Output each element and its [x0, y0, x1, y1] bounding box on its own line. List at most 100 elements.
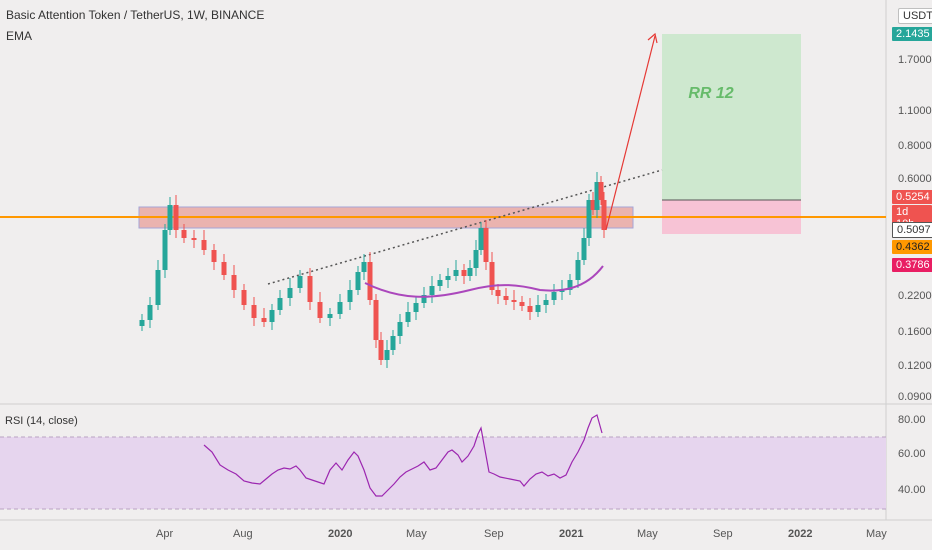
y-axis-label: 0.6000	[898, 173, 932, 185]
x-axis-label: Apr	[156, 528, 174, 540]
x-axis-label: Sep	[713, 528, 733, 540]
candle	[445, 276, 451, 280]
rsi-axis-label: 40.00	[898, 484, 926, 496]
candles-group	[139, 172, 607, 368]
chart-title: Basic Attention Token / TetherUS, 1W, BI…	[6, 8, 265, 22]
candle	[559, 290, 565, 292]
candle	[598, 182, 604, 200]
x-axis-label: Aug	[233, 528, 253, 540]
y-axis-label: 0.1600	[898, 326, 932, 338]
rsi-line	[203, 414, 603, 497]
candle	[461, 270, 467, 276]
candle	[519, 302, 525, 306]
candle	[162, 230, 168, 270]
rsi-axis-label: 80.00	[898, 414, 926, 426]
target-price-tag: 2.1435	[892, 27, 932, 41]
y-axis-label: 0.1200	[898, 360, 932, 372]
candle	[167, 205, 173, 230]
candle	[473, 250, 479, 268]
candle	[390, 336, 396, 350]
axis-unit-badge[interactable]: USDT	[898, 8, 932, 24]
candle	[241, 290, 247, 305]
candle	[511, 300, 517, 302]
candle	[575, 260, 581, 280]
y-axis-label: 0.2200	[898, 290, 932, 302]
candle	[221, 262, 227, 275]
candle	[413, 303, 419, 312]
candle	[437, 280, 443, 286]
candle	[601, 200, 607, 230]
x-axis-label: 2022	[788, 528, 813, 540]
candle	[155, 270, 161, 305]
rr-label: RR 12	[688, 85, 733, 102]
candle	[551, 292, 557, 300]
candle	[367, 262, 373, 300]
candle	[567, 280, 573, 290]
indicator-ema-label[interactable]: EMA	[6, 29, 33, 43]
x-axis-label: Sep	[484, 528, 504, 540]
candle	[503, 296, 509, 300]
candle	[543, 300, 549, 305]
candle	[527, 306, 533, 312]
candle	[269, 310, 275, 322]
x-axis-label: May	[406, 528, 427, 540]
candle	[397, 322, 403, 336]
candle	[181, 230, 187, 238]
candle	[483, 228, 489, 262]
candle	[405, 312, 411, 322]
arrow-head	[647, 32, 658, 44]
x-axis-label: 2020	[328, 528, 353, 540]
target-zone[interactable]	[662, 34, 801, 200]
candle	[421, 295, 427, 303]
candle	[191, 238, 197, 240]
x-axis-label: May	[637, 528, 658, 540]
candle	[535, 305, 541, 312]
candle	[307, 276, 313, 302]
pink-price-tag: 0.3786	[892, 258, 932, 272]
current-price-tag: 0.5254	[892, 190, 932, 204]
rsi-axis-label: 60.00	[898, 448, 926, 460]
rsi-band	[0, 437, 886, 509]
candle	[211, 250, 217, 262]
candle	[590, 200, 596, 210]
candle	[586, 200, 592, 238]
candle	[287, 288, 293, 298]
candle	[489, 262, 495, 290]
x-axis-label: 2021	[559, 528, 584, 540]
candle	[231, 275, 237, 290]
candle	[201, 240, 207, 250]
candle	[147, 305, 153, 320]
indicator-rsi-label[interactable]: RSI (14, close)	[5, 415, 78, 427]
candle	[173, 205, 179, 230]
ema-line	[364, 265, 604, 298]
candle	[251, 305, 257, 318]
candle	[478, 228, 484, 250]
candle	[384, 350, 390, 360]
candle	[373, 300, 379, 340]
horizontal-line-tag: 0.5097	[892, 222, 932, 238]
candle	[581, 238, 587, 260]
arrow-shaft[interactable]	[605, 35, 656, 231]
orange-price-tag: 0.4362	[892, 240, 932, 254]
y-axis-label: 0.8000	[898, 140, 932, 152]
candle	[347, 290, 353, 302]
candle	[297, 276, 303, 288]
candle	[277, 298, 283, 310]
candle	[467, 268, 473, 276]
candle	[139, 320, 145, 326]
candle	[495, 290, 501, 296]
candle	[429, 286, 435, 295]
candle	[361, 262, 367, 272]
candle	[317, 302, 323, 318]
x-axis-label: May	[866, 528, 887, 540]
candle	[594, 182, 600, 210]
candle	[261, 318, 267, 322]
y-axis-label: 0.0900	[898, 391, 932, 403]
candle	[355, 272, 361, 290]
y-axis-label: 1.1000	[898, 105, 932, 117]
candle	[327, 314, 333, 318]
candle	[378, 340, 384, 360]
candle	[337, 302, 343, 314]
